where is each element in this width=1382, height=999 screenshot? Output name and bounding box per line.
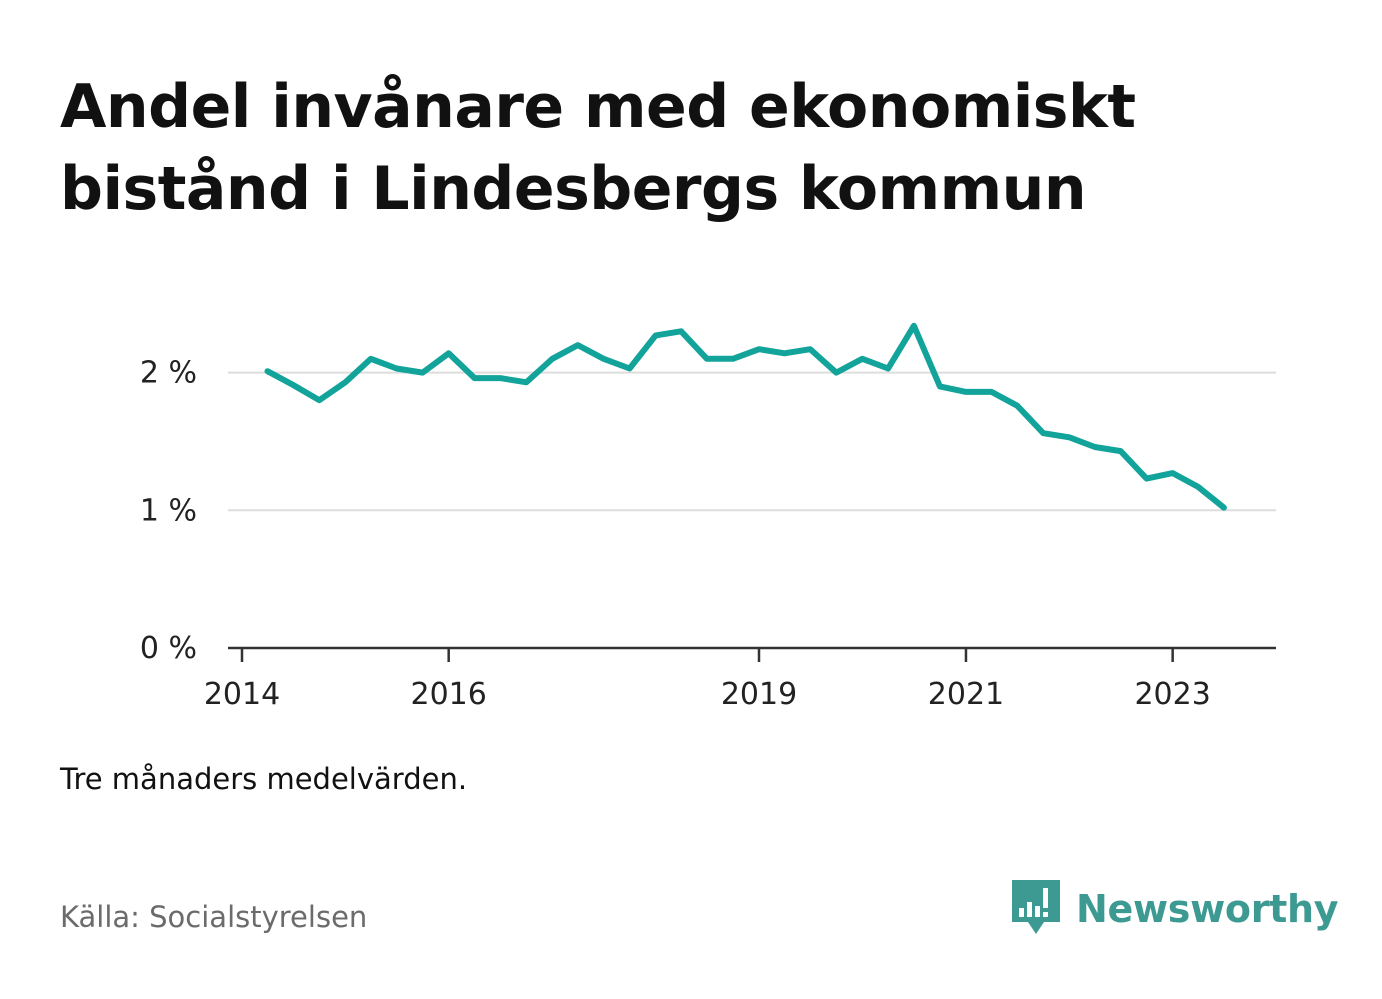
x-axis: 2014 2016 2019 2021 2023 bbox=[204, 646, 1276, 712]
series-layer bbox=[264, 322, 1227, 511]
x-tick-label: 2019 bbox=[721, 677, 797, 712]
x-tick-label: 2021 bbox=[928, 677, 1004, 712]
y-tick-label: 0 % bbox=[140, 631, 197, 666]
x-tick-label: 2023 bbox=[1134, 677, 1210, 712]
x-tick-label: 2016 bbox=[411, 677, 487, 712]
y-tick-label: 2 % bbox=[140, 356, 197, 391]
y-axis-ticks: 0 % 1 % 2 % bbox=[140, 356, 197, 666]
chart-title: Andel invånare med ekonomiskt bistånd i … bbox=[60, 72, 1136, 224]
brand-name: Newsworthy bbox=[1076, 887, 1339, 931]
newsworthy-logo-icon bbox=[1012, 880, 1060, 934]
chart-note: Tre månaders medelvärden. bbox=[60, 762, 468, 796]
x-tick-label: 2014 bbox=[204, 677, 280, 712]
newsworthy-logo: Newsworthy bbox=[1010, 878, 1339, 940]
gridlines bbox=[228, 371, 1276, 512]
source-label: Källa: Socialstyrelsen bbox=[60, 900, 368, 934]
series-line bbox=[264, 322, 1227, 511]
y-tick-label: 1 % bbox=[140, 493, 197, 528]
